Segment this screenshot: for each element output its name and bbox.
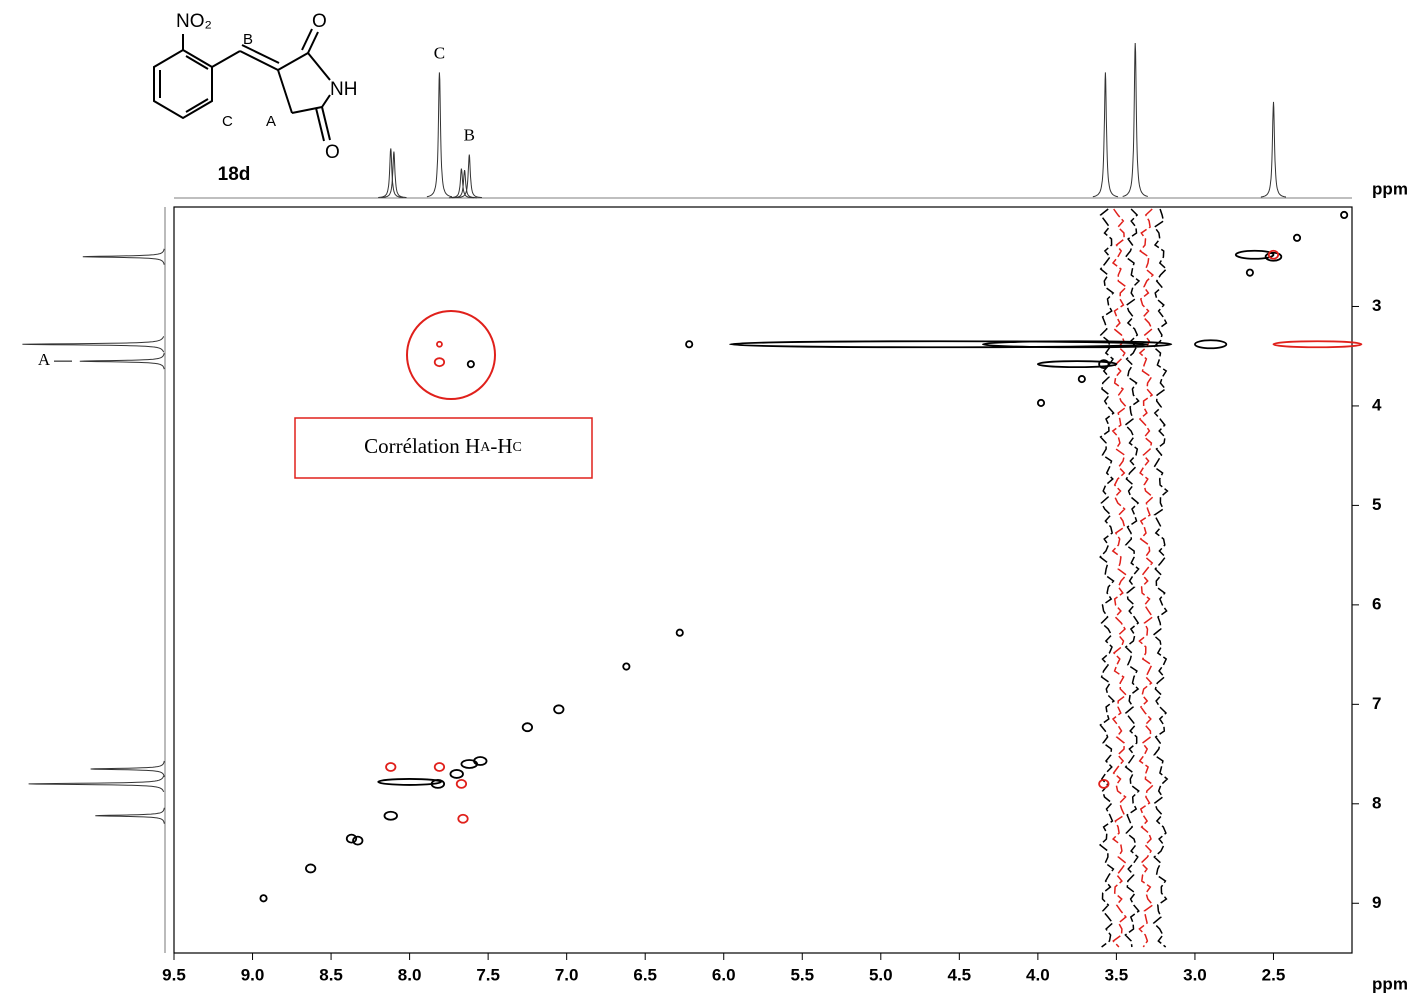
projection-peak — [95, 807, 165, 824]
noise-column — [1111, 208, 1128, 948]
x-tick-label: 7.5 — [476, 965, 500, 984]
y-tick-label: 3 — [1372, 296, 1381, 315]
annotation-sub: A — [480, 440, 491, 455]
compound-label: 18d — [218, 164, 251, 185]
positive-peak — [729, 340, 1149, 349]
negative-peak — [385, 762, 397, 772]
projection-peak — [426, 72, 453, 198]
positive-peak — [1340, 210, 1349, 219]
axis-label: ppm — [1372, 974, 1408, 993]
projection-peak — [79, 352, 165, 370]
positive-peak — [1292, 233, 1302, 242]
y-tick-label: 4 — [1372, 395, 1382, 414]
positive-peak — [305, 863, 317, 874]
x-tick-label: 3.0 — [1183, 965, 1207, 984]
annotation-sub: C — [513, 440, 522, 455]
positive-peak — [685, 340, 694, 349]
y-tick-label: 6 — [1372, 594, 1381, 613]
x-tick-label: 3.5 — [1105, 965, 1129, 984]
atom-label: NO₂ — [176, 11, 212, 32]
projection-peak — [1092, 72, 1119, 198]
positive-peak — [1036, 360, 1118, 369]
plot-frame — [173, 206, 1353, 954]
projection-peak — [22, 336, 165, 353]
position-label: B — [243, 31, 253, 48]
annotation: Corrélation HA-HC — [364, 434, 522, 458]
x-tick-label: 4.0 — [1026, 965, 1050, 984]
y-tick-label: 7 — [1372, 694, 1381, 713]
noise-column — [1152, 208, 1169, 948]
projection-peak — [452, 170, 478, 199]
negative-peak — [457, 813, 469, 824]
positive-peak — [1245, 268, 1254, 277]
x-tick-label: 8.0 — [398, 965, 422, 984]
x-tick-label: 9.0 — [241, 965, 265, 984]
x-tick-label: 8.5 — [319, 965, 343, 984]
positive-peak — [622, 662, 631, 671]
y-tick-label: 8 — [1372, 793, 1381, 812]
noise-column — [1138, 208, 1155, 948]
positive-peak — [675, 628, 684, 637]
positive-peak — [981, 340, 1173, 349]
positive-peak — [1098, 359, 1110, 370]
x-tick-label: 7.0 — [555, 965, 579, 984]
annotation-box — [294, 417, 593, 479]
projection-peak — [381, 151, 407, 198]
positive-peak — [449, 769, 464, 779]
axis-label: ppm — [1372, 179, 1408, 198]
x-tick-label: 6.0 — [712, 965, 736, 984]
projection-peak — [82, 248, 165, 265]
peak-label: B — [464, 126, 475, 145]
positive-peak — [352, 835, 364, 846]
projection-peak — [90, 760, 165, 778]
positive-peak — [466, 360, 475, 369]
positive-peak — [1264, 251, 1283, 262]
noise-column — [1098, 208, 1116, 948]
negative-peak — [433, 762, 446, 772]
negative-peak — [1267, 249, 1280, 260]
annotation-text: -H — [490, 434, 512, 458]
x-tick-label: 2.5 — [1262, 965, 1286, 984]
positive-peak — [473, 756, 488, 766]
x-tick-label: 6.5 — [633, 965, 657, 984]
projection-peak — [28, 775, 165, 792]
noise-column — [1124, 208, 1141, 948]
atom-label: NH — [330, 79, 357, 100]
y-tick-label: 5 — [1372, 495, 1381, 514]
position-label: C — [222, 113, 233, 130]
highlight-circle — [406, 310, 496, 400]
peak-label: A — [38, 350, 51, 369]
negative-peak — [433, 357, 446, 368]
positive-peak — [1036, 398, 1046, 407]
positive-peak — [259, 894, 268, 903]
atom-label: O — [325, 142, 340, 163]
structure — [153, 28, 331, 142]
positive-peak — [377, 778, 442, 786]
atom-label: O — [312, 11, 327, 32]
positive-peak — [345, 833, 358, 844]
annotation-text: Corrélation H — [364, 434, 480, 458]
negative-peak — [455, 779, 468, 789]
projection-peak — [378, 148, 404, 198]
negative-peak — [436, 340, 443, 348]
projection-peak — [1122, 42, 1148, 197]
x-tick-label: 5.5 — [790, 965, 814, 984]
negative-peak — [1272, 340, 1363, 349]
projection-peak — [1260, 101, 1286, 198]
positive-peak — [1077, 375, 1086, 384]
positive-peak — [521, 722, 534, 733]
projection-peak — [456, 154, 483, 199]
positive-peak — [553, 704, 565, 715]
positive-peak — [383, 810, 398, 821]
peak-label: C — [434, 43, 445, 62]
positive-peak — [1194, 339, 1228, 350]
x-tick-label: 4.5 — [948, 965, 972, 984]
positive-peak — [1234, 249, 1275, 260]
x-tick-label: 9.5 — [162, 965, 186, 984]
y-tick-label: 9 — [1372, 893, 1381, 912]
negative-peak — [1098, 779, 1110, 789]
x-tick-label: 5.0 — [869, 965, 893, 984]
position-label: A — [266, 113, 276, 130]
